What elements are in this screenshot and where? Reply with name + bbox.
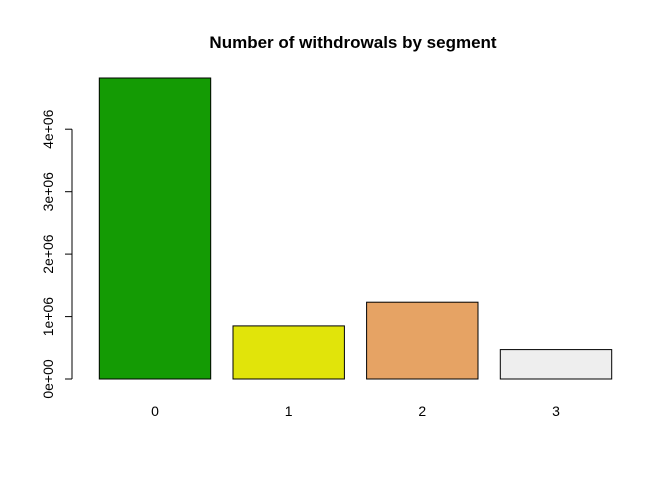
x-tick-label: 0 bbox=[151, 403, 159, 419]
chart-title: Number of withdrowals by segment bbox=[209, 33, 496, 52]
bar-0 bbox=[98, 77, 212, 380]
x-tick-label: 1 bbox=[285, 403, 293, 419]
x-axis-labels: 0 1 2 3 bbox=[151, 403, 560, 419]
bar-3 bbox=[499, 349, 613, 380]
y-tick-label: 1e+06 bbox=[40, 297, 56, 337]
x-tick-label: 3 bbox=[552, 403, 560, 419]
y-axis: 0e+00 1e+06 2e+06 3e+06 4e+06 bbox=[40, 109, 73, 399]
y-tick-label: 0e+00 bbox=[40, 359, 56, 399]
x-tick-label: 2 bbox=[418, 403, 426, 419]
bars-group bbox=[98, 77, 613, 380]
y-tick-label: 2e+06 bbox=[40, 234, 56, 274]
y-tick-label: 3e+06 bbox=[40, 172, 56, 212]
bar-2 bbox=[366, 301, 479, 380]
y-tick-label: 4e+06 bbox=[40, 109, 56, 149]
bar-1 bbox=[232, 325, 345, 380]
